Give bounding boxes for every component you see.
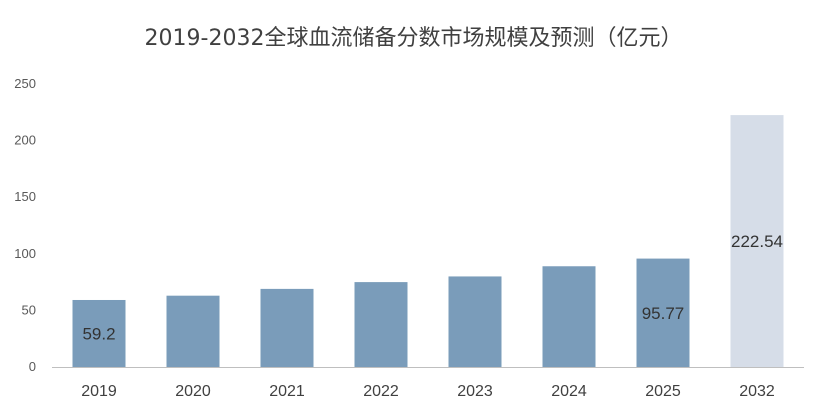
x-tick-label: 2020 — [175, 383, 211, 400]
y-tick-label: 0 — [29, 359, 36, 374]
bar — [260, 288, 314, 367]
x-tick-label: 2021 — [269, 383, 305, 400]
y-tick-label: 100 — [14, 246, 36, 261]
y-tick-label: 200 — [14, 133, 36, 148]
chart-title: 2019-2032全球血流储备分数市场规模及预测（亿元） — [144, 26, 683, 51]
x-tick-label: 2032 — [739, 383, 775, 400]
bar — [448, 276, 502, 367]
bar — [542, 266, 596, 367]
data-label: 59.2 — [82, 324, 115, 343]
x-tick-label: 2019 — [81, 383, 117, 400]
x-tick-label: 2023 — [457, 383, 493, 400]
y-tick-label: 150 — [14, 189, 36, 204]
x-tick-label: 2024 — [551, 383, 587, 400]
bar — [730, 115, 784, 367]
data-label: 222.54 — [731, 232, 783, 251]
data-label: 95.77 — [642, 304, 685, 323]
x-tick-label: 2025 — [645, 383, 681, 400]
x-tick-label: 2022 — [363, 383, 399, 400]
bar — [166, 295, 220, 367]
bar — [354, 282, 408, 367]
y-tick-label: 50 — [22, 302, 36, 317]
y-tick-label: 250 — [14, 76, 36, 91]
bar — [72, 299, 126, 367]
bar — [636, 258, 690, 367]
